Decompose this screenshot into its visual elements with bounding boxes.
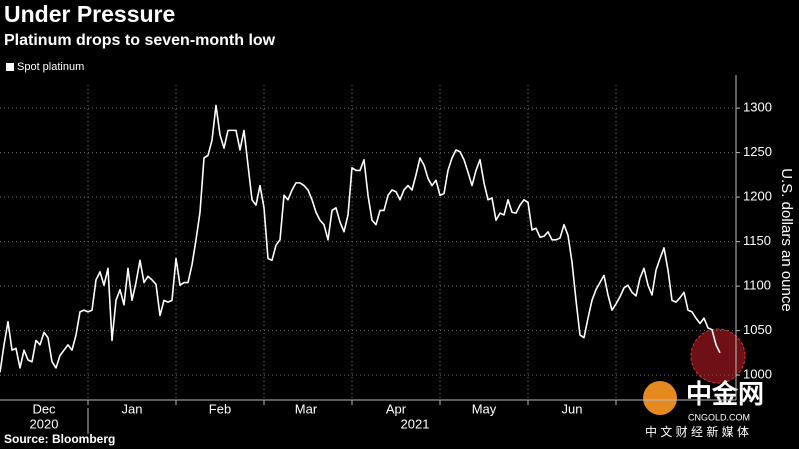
y-axis-label: U.S. dollars an ounce xyxy=(778,168,795,311)
x-tick-label: Mar xyxy=(295,401,318,416)
x-tick-label: Feb xyxy=(209,401,231,416)
y-tick-label: 1150 xyxy=(743,233,771,248)
y-tick-label: 1100 xyxy=(743,278,771,293)
x-tick-label: Jan xyxy=(122,401,143,416)
watermark-name: 中金网 xyxy=(686,379,764,409)
y-tick-label: 1050 xyxy=(743,322,772,337)
chart-title: Under Pressure xyxy=(4,1,175,27)
year-label: 2020 xyxy=(30,416,59,431)
x-tick-label: Dec xyxy=(32,401,56,416)
watermark-logo xyxy=(643,381,677,415)
source: Source: Bloomberg xyxy=(4,432,115,446)
year-label: 2021 xyxy=(401,416,430,431)
chart-subtitle: Platinum drops to seven-month low xyxy=(4,32,276,49)
price-line xyxy=(0,104,721,373)
legend-swatch xyxy=(6,63,14,71)
watermark: 中金网 CNGOLD.COM 中 文 财 经 新 媒 体 xyxy=(643,379,764,439)
y-tick-label: 1000 xyxy=(743,367,772,382)
highlight-circle xyxy=(690,328,746,384)
legend-label: Spot platinum xyxy=(17,61,84,73)
y-tick-label: 1300 xyxy=(743,100,772,115)
x-tick-label: Apr xyxy=(386,401,407,416)
y-tick-label: 1200 xyxy=(743,189,772,204)
x-tick-label: May xyxy=(472,401,497,416)
watermark-tagline: 中 文 财 经 新 媒 体 xyxy=(645,424,749,439)
y-tick-label: 1250 xyxy=(743,144,772,159)
x-tick-label: Jun xyxy=(562,401,583,416)
watermark-domain: CNGOLD.COM xyxy=(688,412,750,422)
